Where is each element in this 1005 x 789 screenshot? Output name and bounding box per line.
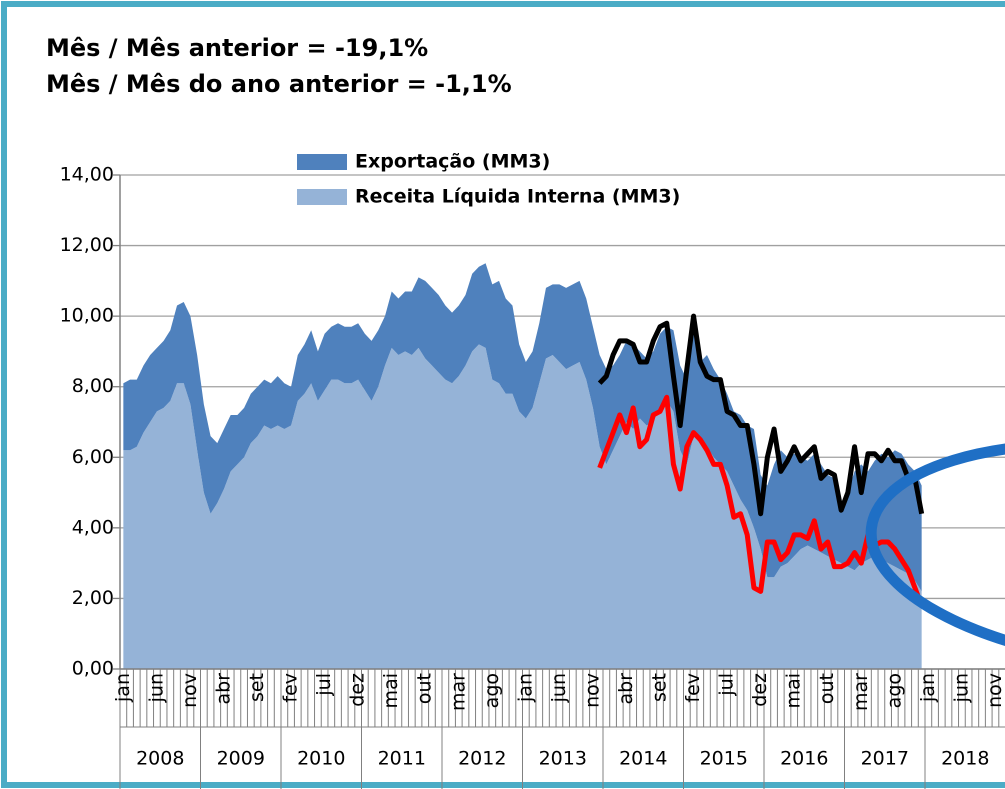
x-group-label: 2010 (297, 748, 345, 770)
x-tick-label: jul (716, 673, 738, 697)
x-tick-label: set (649, 673, 671, 702)
x-group-label: 2009 (217, 748, 265, 770)
x-tick-label: dez (749, 673, 771, 707)
x-tick-label: abr (212, 673, 234, 705)
annotation: Mês / Mês do ano anterior = -1,1% (46, 70, 512, 98)
annotation: Mês / Mês anterior = -19,1% (46, 34, 428, 62)
x-tick-label: out (414, 673, 436, 704)
x-tick-label: ago (883, 673, 905, 708)
x-group-label: 2011 (378, 748, 426, 770)
legend-swatch (297, 154, 347, 170)
y-tick-label: 0,00 (72, 658, 114, 680)
legend-label: Receita Líquida Interna (MM3) (355, 186, 680, 208)
x-tick-label: jan (514, 673, 536, 703)
x-tick-label: nov (984, 673, 1005, 708)
x-tick-label: jan (112, 673, 134, 703)
x-group-label: 2017 (861, 748, 909, 770)
y-tick-label: 2,00 (72, 587, 114, 609)
highlight-ellipse (865, 438, 1005, 672)
x-tick-label: jun (950, 673, 972, 703)
x-tick-label: jun (548, 673, 570, 703)
x-tick-label: out (816, 673, 838, 704)
x-tick-label: set (246, 673, 268, 702)
x-tick-label: mai (380, 673, 402, 708)
x-tick-label: ago (481, 673, 503, 708)
legend-label: Exportação (MM3) (355, 151, 550, 173)
y-tick-label: 4,00 (72, 516, 114, 538)
x-tick-label: jul (313, 673, 335, 697)
y-tick-label: 8,00 (72, 375, 114, 397)
y-tick-label: 12,00 (60, 234, 114, 256)
x-group-label: 2018 (941, 748, 989, 770)
x-group-label: 2012 (458, 748, 506, 770)
y-tick-label: 10,00 (60, 305, 114, 327)
x-tick-label: fev (682, 673, 704, 703)
x-tick-label: jan (917, 673, 939, 703)
x-tick-label: nov (179, 673, 201, 708)
x-tick-label: jun (145, 673, 167, 703)
x-group-label: 2016 (780, 748, 828, 770)
area (123, 344, 922, 669)
y-tick-label: 14,00 (60, 164, 114, 186)
x-tick-label: mar (850, 673, 872, 711)
y-tick-label: 6,00 (72, 446, 114, 468)
x-group-label: 2014 (619, 748, 667, 770)
x-group-label: 2008 (136, 748, 184, 770)
legend-swatch (297, 189, 347, 205)
x-tick-label: mai (783, 673, 805, 708)
x-group-label: 2013 (539, 748, 587, 770)
x-group-label: 2015 (700, 748, 748, 770)
x-tick-label: nov (581, 673, 603, 708)
x-tick-label: abr (615, 673, 637, 705)
line (597, 313, 925, 517)
x-tick-label: dez (347, 673, 369, 707)
x-tick-label: fev (280, 673, 302, 703)
x-tick-label: mar (447, 673, 469, 711)
area (123, 263, 922, 592)
